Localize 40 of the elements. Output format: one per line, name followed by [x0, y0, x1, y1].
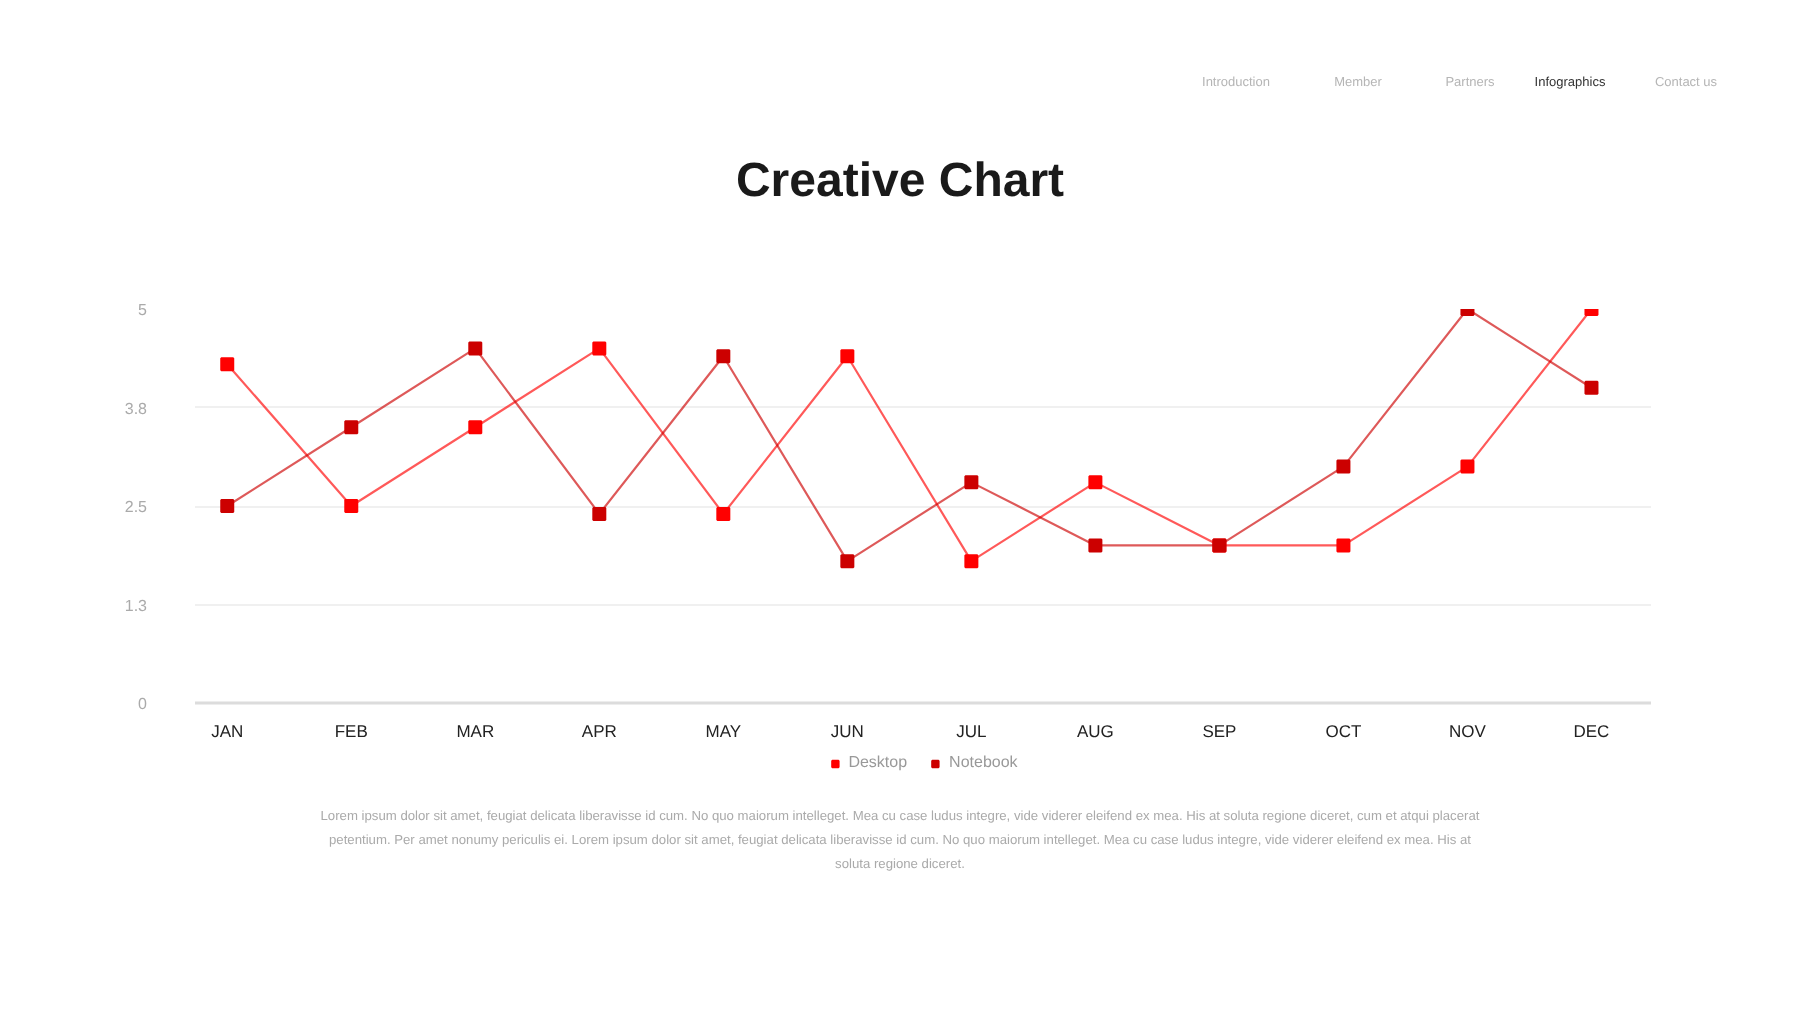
point	[840, 349, 855, 364]
y-tick-label: 0	[138, 695, 149, 713]
point	[220, 357, 235, 372]
point	[964, 475, 979, 490]
x-tick-label: MAY	[705, 721, 742, 741]
x-tick-label: JUL	[956, 721, 988, 741]
point	[840, 554, 855, 569]
x-tick-label: NOV	[1449, 721, 1487, 741]
x-tick-label: DEC	[1573, 721, 1610, 741]
point	[220, 499, 235, 513]
legend-label: Notebook	[949, 753, 1018, 771]
x-tick-label: FEB	[334, 721, 369, 741]
y-tick-label: 2.5	[124, 498, 149, 516]
x-tick-label: JAN	[211, 721, 244, 741]
point	[1336, 538, 1351, 553]
point	[468, 420, 483, 435]
point	[964, 554, 979, 569]
y-tick-label: 3.8	[124, 399, 149, 418]
x-tick-label: APR	[581, 721, 617, 741]
point	[1088, 475, 1103, 490]
point	[344, 499, 359, 513]
x-tick-label: OCT	[1325, 721, 1362, 741]
point	[468, 341, 483, 356]
point	[716, 349, 731, 364]
chart-title: Creative Chart	[733, 152, 1067, 212]
point	[592, 506, 607, 521]
point	[1584, 380, 1599, 395]
point	[1336, 459, 1351, 474]
y-tick-label: 1.3	[124, 596, 149, 615]
point	[1460, 459, 1475, 474]
y-tick-label: 5	[138, 301, 149, 319]
point	[592, 341, 607, 356]
point	[716, 506, 731, 521]
point	[344, 420, 359, 435]
x-tick-label: JUN	[830, 721, 864, 741]
x-tick-label: AUG	[1076, 721, 1114, 741]
legend-label: Desktop	[848, 753, 908, 771]
x-tick-label: MAR	[456, 721, 495, 741]
point	[1088, 538, 1103, 553]
x-tick-label: SEP	[1202, 721, 1238, 741]
